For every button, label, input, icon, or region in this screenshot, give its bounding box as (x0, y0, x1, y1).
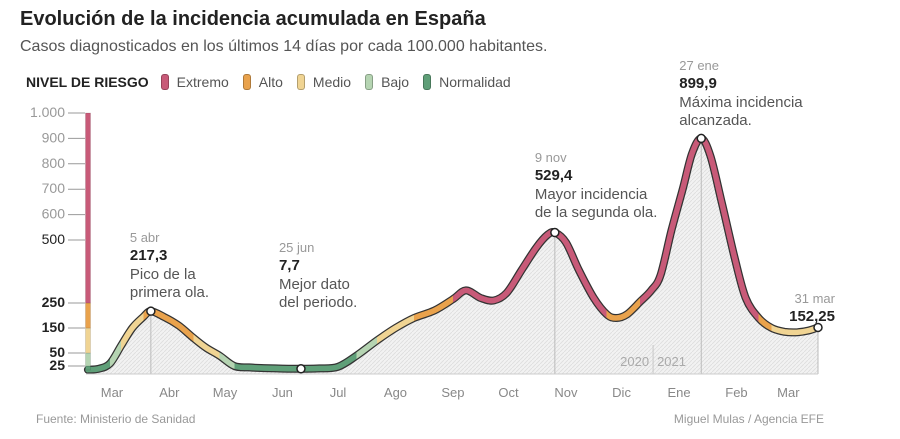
risk-bar-alto (85, 302, 91, 329)
risk-bar-normalidad (85, 365, 91, 371)
legend-swatch-extremo (160, 74, 169, 90)
annotation-date-4: 31 mar (795, 291, 836, 306)
legend-swatch-alto (242, 74, 251, 90)
annotation-value-2: 529,4 (535, 167, 573, 184)
risk-bar-bajo (85, 352, 91, 367)
x-tick-label-12: Mar (777, 385, 800, 400)
annotation-text-0-0: Pico de la (130, 266, 197, 283)
annotation-value-0: 217,3 (130, 247, 168, 264)
x-tick-label-3: Jun (272, 385, 293, 400)
y-tick-label-2: 150 (42, 319, 66, 335)
annotation-date-3: 27 ene (679, 58, 719, 73)
area-fill (87, 138, 818, 374)
x-tick-label-8: Nov (554, 385, 578, 400)
annotation-date-1: 25 jun (279, 240, 314, 255)
x-tick-label-2: May (213, 385, 238, 400)
x-tick-label-4: Jul (330, 385, 347, 400)
risk-bar-extremo (85, 112, 91, 304)
annotation-text-3-1: alcanzada. (679, 112, 752, 129)
annotation-date-2: 9 nov (535, 150, 567, 165)
annotation-text-2-0: Mayor incidencia (535, 186, 648, 203)
x-tick-label-9: Dic (612, 385, 631, 400)
legend-item-normalidad: Normalidad (423, 74, 511, 90)
x-tick-label-1: Abr (159, 385, 180, 400)
legend-item-extremo: Extremo (160, 74, 229, 90)
annotation-point-0 (146, 306, 156, 316)
legend-item-alto: Alto (242, 74, 283, 90)
year-label-2021: 2021 (657, 354, 686, 369)
annotation-value-1: 7,7 (279, 257, 300, 274)
x-tick-label-6: Sep (441, 385, 464, 400)
y-tick-label-9: 1.000 (30, 104, 65, 120)
y-tick-label-6: 700 (42, 180, 66, 196)
credit-note: Miguel Mulas / Agencia EFE (673, 412, 824, 426)
legend-label-bajo: Bajo (381, 74, 410, 90)
annotation-point-2 (550, 227, 560, 238)
risk-bar-medio (85, 327, 91, 354)
x-tick-label-11: Feb (725, 385, 747, 400)
legend-label-alto: Alto (258, 74, 283, 90)
annotation-text-3-0: Máxima incidencia (679, 94, 803, 111)
series-line (85, 135, 821, 373)
risk-legend: NIVEL DE RIESGO Extremo Alto Medio Bajo … (26, 74, 525, 90)
legend-swatch-bajo (365, 74, 374, 90)
x-tick-label-7: Oct (498, 385, 519, 400)
annotation-value-4: 152,25 (789, 308, 835, 325)
source-note: Fuente: Ministerio de Sanidad (36, 412, 196, 426)
annotation-date-0: 5 abr (130, 230, 160, 245)
y-tick-label-1: 50 (49, 344, 65, 360)
legend-label-medio: Medio (312, 74, 352, 90)
annotation-text-0-1: primera ola. (130, 284, 209, 301)
x-tick-label-0: Mar (101, 385, 124, 400)
annotation-value-3: 899,9 (679, 75, 717, 92)
legend-swatch-normalidad (423, 74, 432, 90)
annotation-text-1-0: Mejor dato (279, 276, 350, 293)
annotation-point-4 (813, 322, 823, 333)
year-label-2020: 2020 (620, 354, 649, 369)
y-tick-label-0: 25 (49, 357, 65, 373)
legend-item-bajo: Bajo (365, 74, 409, 90)
annotation-text-2-1: de la segunda ola. (535, 204, 658, 221)
chart-subtitle: Casos diagnosticados en los últimos 14 d… (20, 38, 548, 55)
x-tick-label-5: Ago (384, 385, 407, 400)
x-tick-label-10: Ene (667, 385, 690, 400)
y-tick-label-8: 900 (42, 129, 66, 145)
chart-title: Evolución de la incidencia acumulada en … (20, 8, 486, 30)
annotation-point-3 (696, 133, 707, 144)
legend-label-extremo: Extremo (176, 74, 229, 90)
annotation-text-1-1: del periodo. (279, 294, 357, 311)
legend-label-normalidad: Normalidad (439, 74, 511, 90)
y-tick-label-3: 250 (42, 294, 66, 310)
legend-swatch-medio (296, 74, 305, 90)
y-tick-label-7: 800 (42, 155, 66, 171)
y-tick-label-4: 500 (42, 231, 66, 247)
y-tick-label-5: 600 (42, 206, 66, 222)
legend-title: NIVEL DE RIESGO (26, 74, 149, 90)
annotation-point-1 (296, 364, 306, 374)
legend-item-medio: Medio (296, 74, 352, 90)
